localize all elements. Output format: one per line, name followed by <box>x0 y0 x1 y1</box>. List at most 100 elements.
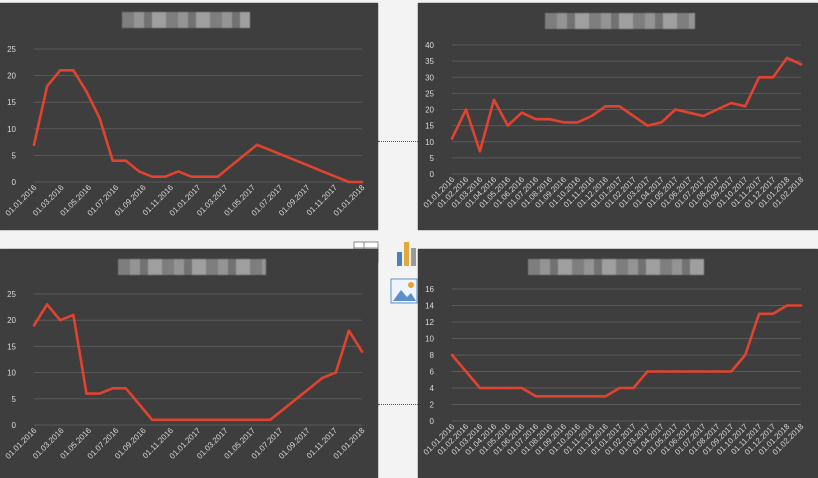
y-tick-label: 8 <box>430 351 435 360</box>
data-point <box>450 353 454 357</box>
data-point <box>492 98 496 102</box>
data-point <box>45 303 49 306</box>
chart-panel-2[interactable]: 0 5 10 15 20 25 30 35 40 01.01.2016 01.02.2016 01.0… <box>418 3 818 230</box>
data-point <box>177 418 180 421</box>
data-point <box>85 90 88 93</box>
data-point <box>716 108 719 111</box>
data-point <box>785 56 789 60</box>
data-point <box>190 418 193 421</box>
chart-title-redacted <box>545 13 695 29</box>
chart-panel-3[interactable]: 0 5 10 15 20 25 01.01.2016 01.03.2016 01.05.2016… <box>0 249 378 478</box>
data-point <box>771 76 775 79</box>
data-point <box>137 170 141 173</box>
y-tick-label: 0 <box>430 417 435 426</box>
data-point <box>660 121 663 124</box>
data-point <box>334 175 337 178</box>
data-point <box>32 324 36 327</box>
data-point <box>111 159 114 162</box>
chart-title-redacted <box>118 259 266 275</box>
y-tick-label: 20 <box>7 72 16 81</box>
data-point <box>203 175 206 178</box>
data-point <box>799 304 803 307</box>
data-point <box>506 386 510 390</box>
y-tick-label: 20 <box>7 316 16 325</box>
y-tick-label: 6 <box>430 368 435 377</box>
data-point <box>124 159 128 162</box>
picture-icon[interactable] <box>389 276 419 306</box>
y-tick-label: 5 <box>430 154 435 163</box>
y-tick-label: 5 <box>12 395 17 404</box>
data-point <box>321 170 324 173</box>
data-point <box>321 376 324 380</box>
data-point <box>799 63 803 66</box>
data-point <box>360 350 364 353</box>
data-point <box>59 69 62 72</box>
y-tick-label: 4 <box>430 384 435 393</box>
y-tick-label: 16 <box>425 285 434 294</box>
data-point <box>190 175 193 178</box>
data-point <box>506 124 510 127</box>
data-point <box>308 387 311 390</box>
data-point <box>255 143 259 146</box>
data-point <box>124 387 128 390</box>
dotted-connector <box>378 141 418 142</box>
data-point <box>771 312 775 315</box>
y-tick-label: 14 <box>425 302 434 311</box>
data-point <box>150 418 154 421</box>
data-point <box>242 154 246 157</box>
data-point <box>674 108 677 111</box>
data-point <box>111 387 114 390</box>
data-point <box>743 353 747 357</box>
data-point <box>268 148 272 152</box>
data-point <box>347 180 351 184</box>
series-line <box>450 304 803 398</box>
data-point <box>492 386 496 390</box>
data-point <box>177 170 180 173</box>
data-point <box>98 116 101 120</box>
data-point <box>137 402 141 406</box>
y-tick-label: 0 <box>430 170 435 179</box>
data-point <box>334 371 337 374</box>
data-point <box>268 418 272 421</box>
y-tick-label: 15 <box>7 342 16 351</box>
chart-title-redacted <box>122 12 250 28</box>
data-point <box>255 418 259 421</box>
y-tick-label: 15 <box>7 98 16 107</box>
data-point <box>702 114 705 118</box>
data-point <box>618 105 621 108</box>
data-point <box>534 395 537 398</box>
data-point <box>604 105 607 108</box>
y-tick-label: 35 <box>425 57 434 66</box>
chart-icon[interactable] <box>393 238 421 268</box>
data-point <box>590 114 593 118</box>
y-tick-label: 20 <box>425 106 434 115</box>
data-point <box>646 124 649 127</box>
chart-panel-1[interactable]: 0 5 10 15 20 25 01.01.2016 01.03.2016 01.05.2016… <box>0 3 378 230</box>
data-point <box>478 386 482 390</box>
y-tick-label: 25 <box>7 290 16 299</box>
data-point <box>98 392 101 395</box>
data-point <box>785 304 789 307</box>
y-tick-label: 30 <box>425 73 434 82</box>
data-point <box>216 418 219 421</box>
data-point <box>216 175 219 178</box>
dotted-connector <box>378 404 418 405</box>
data-point <box>562 395 565 398</box>
data-point <box>618 386 621 390</box>
chart-title-redacted <box>528 259 704 275</box>
data-point <box>520 111 523 114</box>
data-point <box>45 85 49 88</box>
chart-panel-4[interactable]: 0 2 4 6 8 10 12 14 16 01.01.2016 01.02.2016 01.03.2… <box>418 249 818 478</box>
y-tick-label: 10 <box>425 335 434 344</box>
y-tick-label: 2 <box>430 401 435 410</box>
data-point <box>576 395 579 398</box>
data-point <box>85 392 88 395</box>
y-tick-label: 15 <box>425 122 434 131</box>
data-point <box>576 121 579 124</box>
series-line <box>32 69 364 184</box>
data-point <box>730 101 733 105</box>
y-tick-label: 0 <box>12 178 17 187</box>
data-point <box>548 395 551 398</box>
data-point <box>164 418 167 421</box>
data-point <box>59 319 62 322</box>
